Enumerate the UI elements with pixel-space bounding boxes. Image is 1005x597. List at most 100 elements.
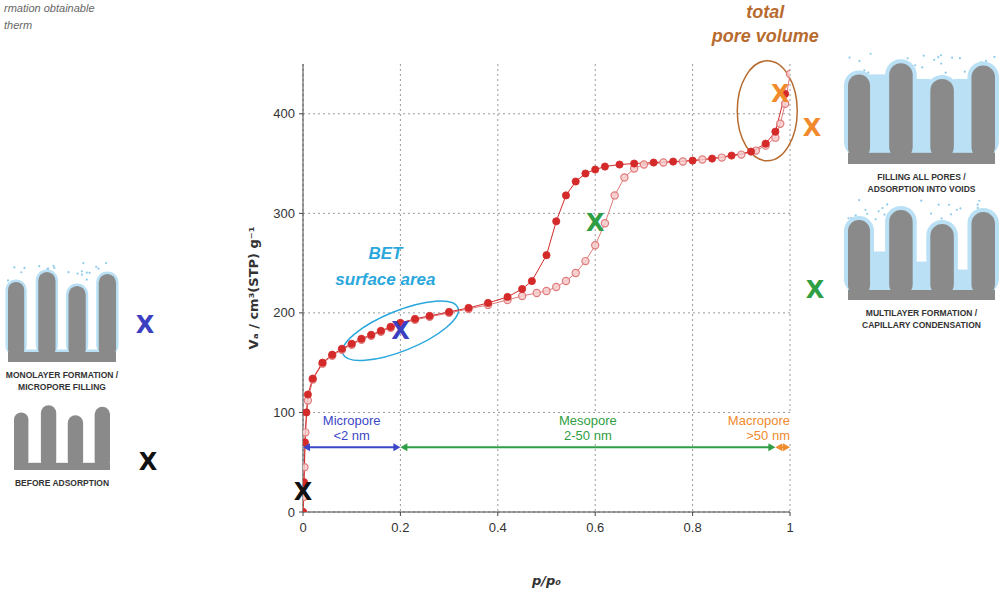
filled-point <box>670 158 677 165</box>
pillar <box>38 272 55 358</box>
pillar <box>848 74 870 158</box>
gas-dot <box>956 209 958 211</box>
arrow-head <box>303 443 310 451</box>
filled-point <box>303 508 307 512</box>
gas-dot <box>878 210 880 212</box>
filled-point <box>446 308 453 315</box>
x-axis-title: p/p₀ <box>531 573 561 588</box>
pore-illustration <box>844 53 999 164</box>
illustration-caption: MICROPORE FILLING <box>18 382 106 392</box>
gas-dot <box>950 213 952 215</box>
open-point <box>411 316 418 323</box>
gas-dot <box>47 268 49 270</box>
x-tick-label: 1 <box>786 520 793 535</box>
label-patch <box>321 413 383 428</box>
open-point <box>660 159 667 166</box>
filled-point <box>329 351 336 358</box>
stage-marker: X <box>771 80 790 108</box>
pillar <box>971 212 995 296</box>
y-tick-label: 200 <box>273 305 295 320</box>
gas-dot <box>67 271 69 273</box>
filled-point <box>519 285 526 292</box>
label-patch <box>726 413 792 428</box>
illustration-caption: BEFORE ADSORPTION <box>15 478 109 488</box>
gas-dot <box>86 272 88 274</box>
gas-dot <box>7 279 9 281</box>
x-grid-line <box>595 64 596 512</box>
gas-dot <box>993 56 995 58</box>
pillar <box>889 210 913 296</box>
open-point <box>465 305 472 312</box>
open-point <box>303 429 309 436</box>
filled-point <box>562 192 569 199</box>
range-sublabel: 2-50 nm <box>564 428 612 443</box>
gas-dot <box>105 262 107 264</box>
gas-dot <box>886 203 888 205</box>
filled-point <box>358 335 365 342</box>
pore-illustration <box>844 199 999 300</box>
gas-dot <box>86 278 88 280</box>
y-tick <box>299 312 303 313</box>
y-tick-label: 100 <box>273 405 295 420</box>
x-tick-label: 0.8 <box>684 520 702 535</box>
open-point <box>611 192 618 199</box>
label-patch <box>562 428 614 443</box>
x-tick <box>400 512 401 516</box>
y-tick <box>299 412 303 413</box>
pore-illustration <box>14 405 110 470</box>
gas-dot <box>945 72 947 74</box>
pillar <box>95 407 110 469</box>
open-point <box>738 151 745 158</box>
pillar <box>848 220 870 296</box>
gas-dot <box>855 214 857 216</box>
filled-point <box>708 155 715 162</box>
x-tick <box>790 512 791 516</box>
label-patch <box>331 428 372 443</box>
filled-point <box>426 312 433 319</box>
open-point <box>543 287 550 294</box>
x-tick-label: 0.2 <box>391 520 409 535</box>
base <box>8 352 116 362</box>
gas-dot <box>82 262 84 264</box>
gas-dot <box>38 265 40 267</box>
filled-point <box>338 345 345 352</box>
open-point <box>329 352 336 359</box>
annotation-text: pore volume <box>711 26 819 46</box>
range-arrow <box>775 443 790 451</box>
filled-point <box>465 304 472 311</box>
gas-dot <box>940 54 942 56</box>
arrow-head <box>775 443 782 451</box>
filled-point <box>728 152 735 159</box>
pillar <box>68 415 83 469</box>
filled-point <box>528 277 535 284</box>
open-point <box>640 161 647 168</box>
gas-dot <box>881 207 883 209</box>
gas-dot <box>907 57 909 59</box>
filled-point <box>592 166 599 173</box>
pillar <box>971 65 995 158</box>
gas-dot <box>959 57 961 59</box>
gas-dot <box>95 266 97 268</box>
open-point <box>368 332 375 339</box>
filled-point <box>572 178 579 185</box>
open-point <box>699 156 706 163</box>
range-label: Macropore>50 nm <box>726 413 792 443</box>
gas-dot <box>76 272 78 274</box>
pillar <box>99 274 116 358</box>
filled-point <box>601 163 608 170</box>
pillar <box>14 412 28 468</box>
series-line <box>303 94 785 512</box>
range-arrow <box>303 443 400 451</box>
gas-dot <box>964 71 966 73</box>
pore-illustration <box>6 262 119 362</box>
y-grid-line <box>303 312 790 313</box>
gas-dot <box>948 204 950 206</box>
illustration-caption: FILLING ALL PORES / <box>877 172 966 182</box>
illustration-caption: MONOLAYER FORMATION / <box>6 370 119 380</box>
label-patch <box>557 413 619 428</box>
open-point <box>348 341 355 348</box>
x-tick <box>497 512 498 516</box>
range-label: Mesopore <box>559 413 617 428</box>
gas-dot <box>13 266 15 268</box>
open-point <box>718 154 725 161</box>
